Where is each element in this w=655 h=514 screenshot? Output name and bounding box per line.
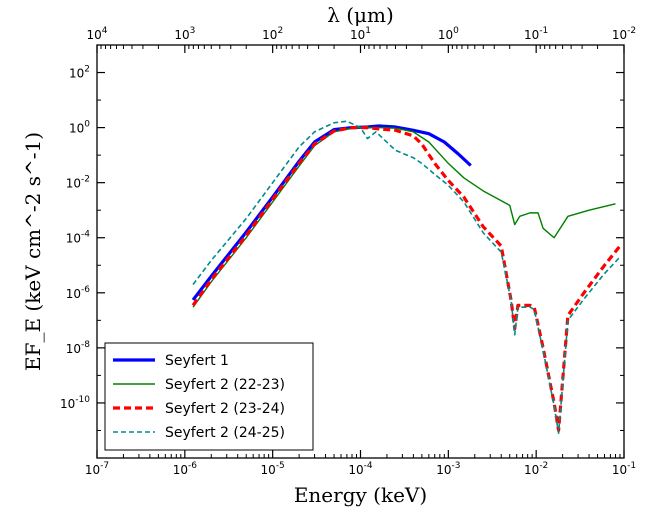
y-tick-label: 10-2 <box>66 175 90 191</box>
series-layer <box>191 120 622 434</box>
x-tick-label: 10-2 <box>524 461 548 477</box>
y-tick-label: 10-10 <box>60 395 90 411</box>
top-axis-title: λ (μm) <box>327 3 394 27</box>
legend-label: Seyfert 2 (22-23) <box>165 377 285 393</box>
ticks-layer <box>96 45 625 458</box>
x-tick-label: 10-5 <box>261 461 285 477</box>
top-tick-label: 103 <box>174 26 195 42</box>
x-tick-label: 10-6 <box>173 461 198 477</box>
legend-label: Seyfert 2 (24-25) <box>165 425 285 441</box>
top-tick-label: 10-2 <box>612 26 636 42</box>
y-tick-label: 10-6 <box>66 285 91 301</box>
x-tick-label: 10-4 <box>348 461 373 477</box>
legend-label: Seyfert 2 (23-24) <box>165 401 285 417</box>
tick-labels-layer: 10-7 10-6 10-5 10-4 10-3 10-2 10-1 104 103 102 101… <box>60 26 636 477</box>
x-tick-label: 10-1 <box>612 461 636 477</box>
y-tick-label: 102 <box>69 65 90 81</box>
top-tick-label: 10-1 <box>524 26 548 42</box>
top-tick-label: 100 <box>438 26 459 42</box>
x-tick-label: 10-7 <box>85 461 109 477</box>
top-tick-label: 101 <box>350 26 371 42</box>
x-axis-title: Energy (keV) <box>294 483 427 507</box>
top-tick-label: 102 <box>262 26 283 42</box>
x-tick-label: 10-3 <box>436 461 460 477</box>
legend: Seyfert 1 Seyfert 2 (22-23) Seyfert 2 (23-… <box>104 342 314 451</box>
y-tick-label: 10-4 <box>66 230 91 246</box>
top-tick-label: 104 <box>86 26 107 42</box>
y-tick-label: 10-8 <box>66 340 91 356</box>
series-line-4 <box>192 120 621 434</box>
y-tick-label: 100 <box>69 120 90 136</box>
y-axis-title: EF_E (keV cm^-2 s^-1) <box>21 132 45 371</box>
legend-label: Seyfert 1 <box>165 353 229 369</box>
